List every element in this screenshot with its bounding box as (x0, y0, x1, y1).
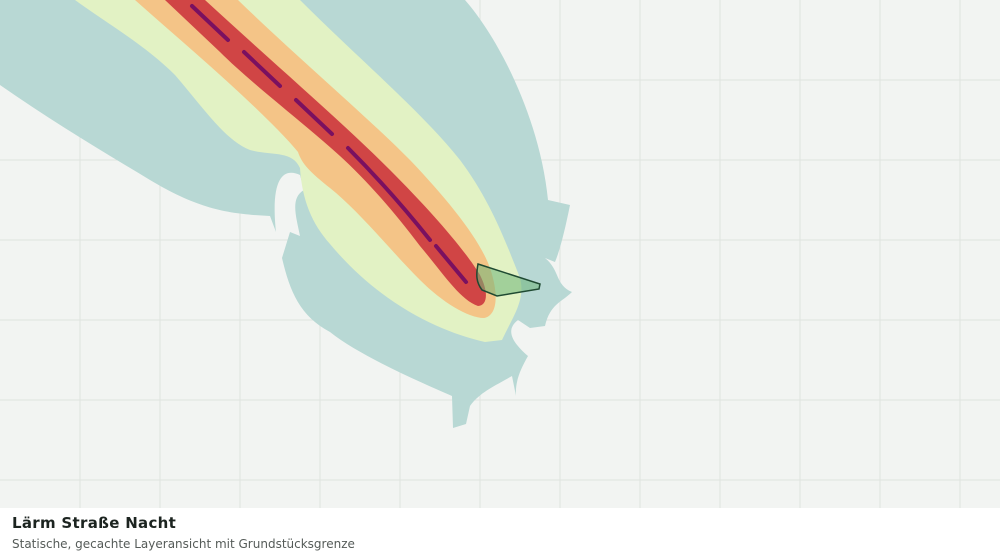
legend: Lärm Straße Nacht Statische, gecachte La… (0, 508, 1000, 560)
noise-zone-extreme (190, 4, 468, 284)
layer-title: Lärm Straße Nacht (12, 514, 177, 532)
noise-zone-very-high (165, 0, 486, 306)
map (0, 0, 1000, 508)
noise-zone-high (135, 0, 496, 318)
parcel-boundary[interactable] (476, 263, 541, 297)
layer-subtitle: Statische, gecachte Layeransicht mit Gru… (12, 537, 355, 551)
